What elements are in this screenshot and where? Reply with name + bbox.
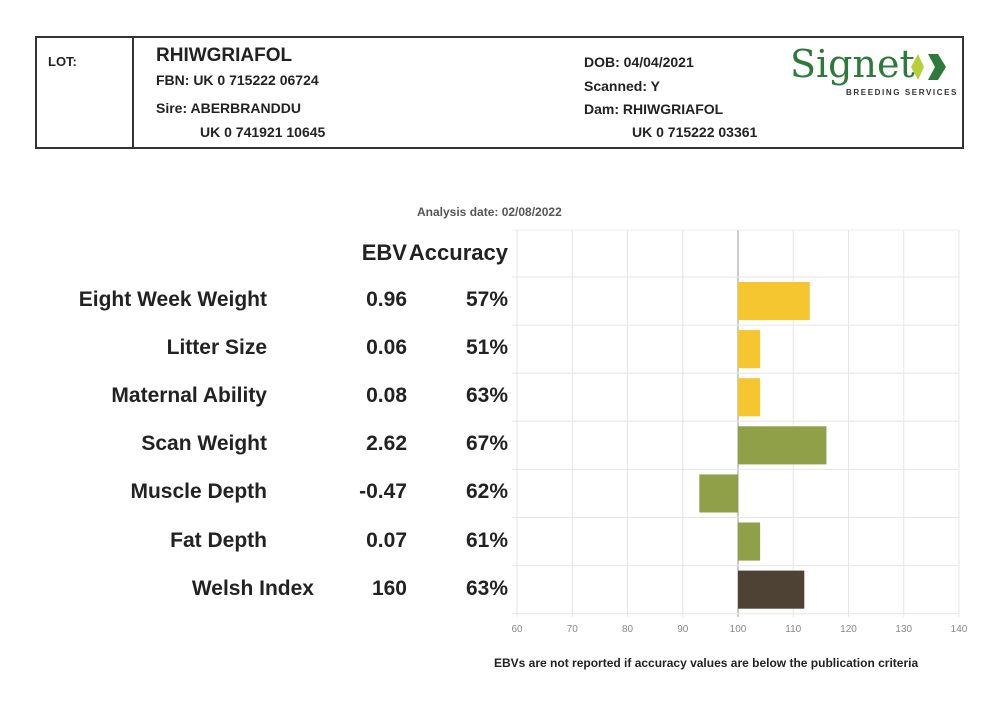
logo-wordmark: Signet (790, 42, 915, 86)
x-tick-label: 100 (730, 624, 747, 635)
fbn: FBN: UK 0 715222 06724 (156, 72, 319, 88)
animal-header (35, 36, 964, 149)
bar-muscle-depth (699, 474, 738, 513)
trait-label: Scan Weight (141, 432, 267, 456)
analysis-date: Analysis date: 02/08/2022 (417, 205, 562, 219)
accuracy-value: 57% (465, 288, 508, 311)
trait-label: Eight Week Weight (78, 288, 267, 311)
sire: Sire: ABERBRANDDU (156, 100, 301, 116)
footnote: EBVs are not reported if accuracy values… (494, 656, 919, 670)
logo-subtitle: BREEDING SERVICES (846, 88, 958, 97)
dam-id: UK 0 715222 03361 (632, 124, 758, 140)
accuracy-value: 63% (465, 384, 508, 408)
x-tick-label: 110 (785, 624, 801, 635)
trait-label: Welsh Index (191, 576, 314, 600)
accuracy-column-header: Accuracy (408, 240, 508, 265)
x-tick-label: 140 (951, 624, 968, 635)
x-tick-label: 90 (677, 624, 689, 635)
header-divider (132, 38, 134, 147)
x-tick-label: 70 (567, 624, 579, 635)
accuracy-value: 61% (465, 528, 508, 552)
ebv-value: 2.62 (366, 432, 407, 456)
ebv-column-header: EBV (361, 240, 407, 265)
x-tick-label: 80 (622, 624, 634, 635)
ebv-value: 160 (371, 576, 407, 600)
x-tick-label: 130 (895, 624, 912, 635)
trait-label: Muscle Depth (130, 480, 267, 504)
ebv-value: 0.06 (366, 336, 407, 360)
accuracy-value: 51% (465, 336, 508, 360)
ebv-value: -0.47 (359, 480, 407, 504)
bar-maternal-ability (738, 378, 761, 417)
chevrons-icon (911, 54, 946, 80)
signet-logo: Signet BREEDING SERVICES (790, 42, 956, 100)
accuracy-value: 67% (465, 432, 508, 456)
trait-label: Fat Depth (170, 528, 267, 552)
dam: Dam: RHIWGRIAFOL (584, 101, 724, 117)
x-tick-label: 120 (840, 624, 857, 635)
sire-id: UK 0 741921 10645 (200, 124, 326, 140)
scanned: Scanned: Y (584, 78, 660, 94)
x-tick-label: 60 (511, 624, 523, 635)
ebv-value: 0.96 (366, 288, 407, 311)
bar-fat-depth (738, 522, 761, 561)
bar-eight-week-weight (738, 282, 810, 321)
bar-welsh-index (738, 570, 805, 609)
animal-name: RHIWGRIAFOL (156, 45, 293, 66)
bar-litter-size (738, 330, 761, 369)
ebv-value: 0.08 (366, 384, 407, 408)
ebv-value: 0.07 (366, 528, 407, 552)
accuracy-value: 63% (465, 576, 508, 600)
trait-label: Litter Size (166, 336, 267, 360)
dob: DOB: 04/04/2021 (584, 54, 694, 70)
lot-label: LOT: (48, 54, 77, 69)
accuracy-value: 62% (465, 480, 508, 504)
trait-label: Maternal Ability (111, 384, 267, 408)
bar-scan-weight (738, 426, 827, 465)
